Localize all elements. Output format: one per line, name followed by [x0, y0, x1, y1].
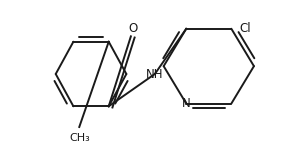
- Text: NH: NH: [146, 67, 164, 81]
- Text: Cl: Cl: [239, 22, 251, 35]
- Text: O: O: [128, 22, 138, 35]
- Text: CH₃: CH₃: [69, 133, 90, 143]
- Text: N: N: [182, 97, 191, 110]
